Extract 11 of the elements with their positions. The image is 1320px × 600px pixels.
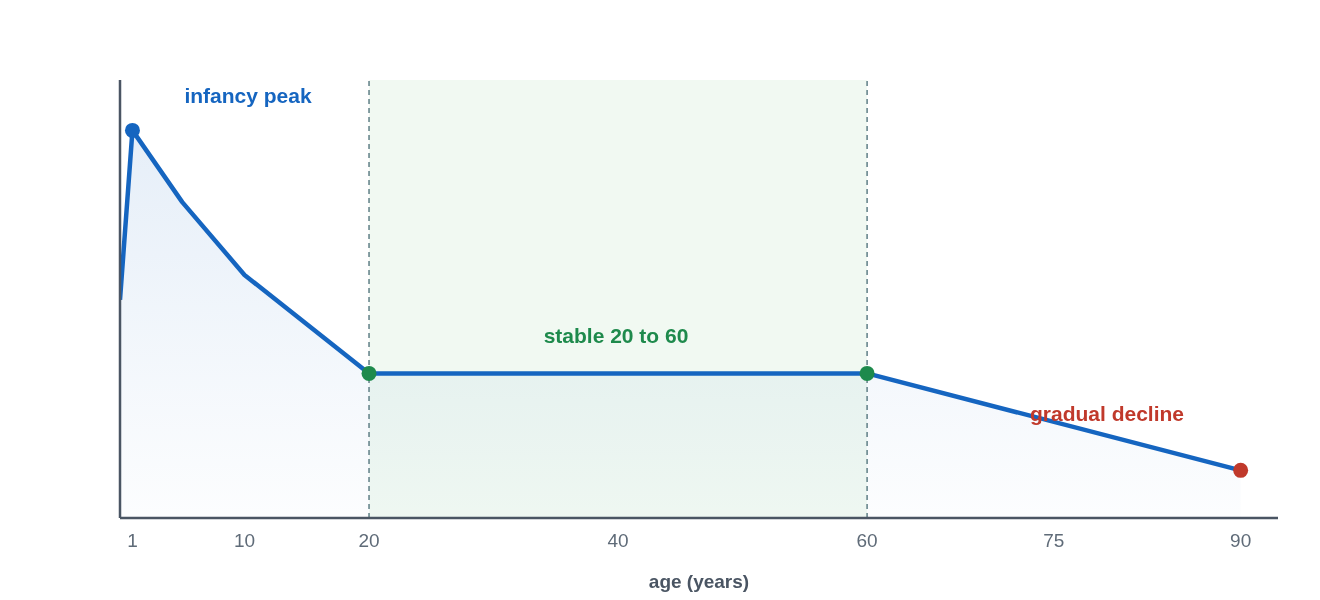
- text: infancy peak: [184, 84, 312, 108]
- annotation: stable 20 to 60: [543, 324, 689, 348]
- x-tick-label: 75: [1043, 530, 1065, 552]
- annotation: gradual decline: [1029, 402, 1185, 426]
- x-tick-label: 90: [1230, 530, 1252, 552]
- x-tick-label: 1: [127, 530, 138, 552]
- x-tick-label: 40: [607, 530, 629, 552]
- x-tick-label: 10: [233, 530, 256, 552]
- x-tick-label: 20: [358, 530, 380, 552]
- x-tick-label: 60: [856, 530, 878, 552]
- x-axis-title: age (years): [648, 571, 750, 592]
